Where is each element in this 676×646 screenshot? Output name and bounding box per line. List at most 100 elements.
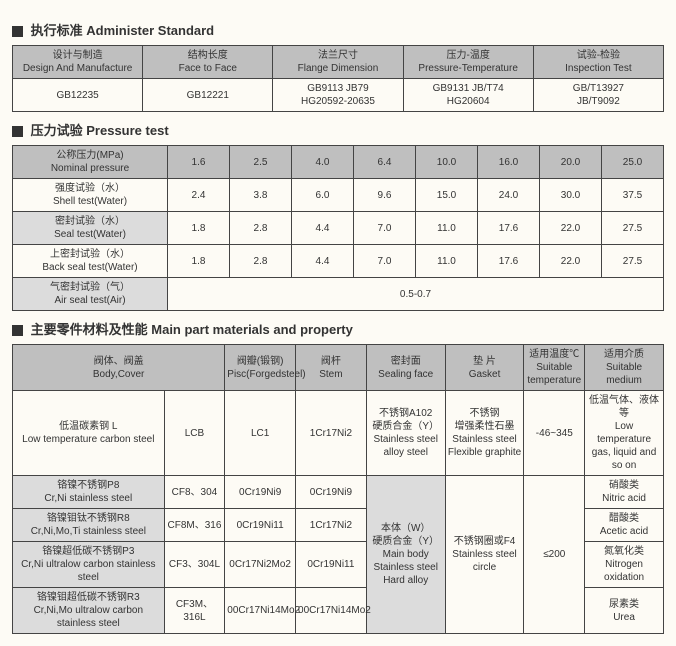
table-cell: 22.0: [540, 212, 602, 245]
table-cell: GB/T13927JB/T9092: [533, 79, 663, 112]
table-cell: 密封试验（水）Seal test(Water): [13, 212, 168, 245]
table-cell: 37.5: [602, 179, 664, 212]
table-cell: 4.0: [292, 146, 354, 179]
table-cell: 10.0: [416, 146, 478, 179]
table-cell: 氮氧化类Nitrogen oxidation: [585, 542, 664, 588]
table-cell: 阀瓣(锻钢)Pisc(Forgedsteel): [225, 345, 296, 391]
table-cell: 0Cr19Ni9: [296, 476, 367, 509]
table-cell: 0Cr19Ni11: [225, 509, 296, 542]
table-cell: 低温碳素钢 LLow temperature carbon steel: [13, 391, 165, 476]
table-cell: 法兰尺寸Flange Dimension: [273, 46, 403, 79]
table-cell: 阀体、阀盖Body,Cover: [13, 345, 225, 391]
table-cell: 00Cr17Ni14Mo2: [225, 588, 296, 634]
table-cell: CF8M、316: [164, 509, 225, 542]
table-cell: 适用介质Suitable medium: [585, 345, 664, 391]
table-cell: 2.5: [230, 146, 292, 179]
table-cell: 11.0: [416, 245, 478, 278]
table-cell: 20.0: [540, 146, 602, 179]
table-cell: 27.5: [602, 212, 664, 245]
table-cell: 本体（W）硬质合金（Y）Main body Stainless steel Ha…: [366, 476, 445, 634]
table-cell: 不锈钢A102硬质合金（Y）Stainless steel alloy stee…: [366, 391, 445, 476]
table-cell: 2.8: [230, 245, 292, 278]
section3-title-cn: 主要零件材料及性能: [31, 322, 148, 337]
table-cell: 2.4: [168, 179, 230, 212]
standard-table: 设计与制造Design And Manufacture结构长度Face to F…: [12, 45, 664, 112]
table-cell: 24.0: [478, 179, 540, 212]
section1-title-cn: 执行标准: [31, 23, 83, 38]
section2-title-cn: 压力试验: [31, 123, 83, 138]
table-cell: GB12235: [13, 79, 143, 112]
table-cell: ≤200: [524, 476, 585, 634]
table-cell: 6.4: [354, 146, 416, 179]
table-cell: 铬镍钼钛不锈钢R8Cr,Ni,Mo,Ti stainless steel: [13, 509, 165, 542]
table-cell: 30.0: [540, 179, 602, 212]
table-cell: 设计与制造Design And Manufacture: [13, 46, 143, 79]
table-cell: 1.8: [168, 212, 230, 245]
table-cell: CF3M、316L: [164, 588, 225, 634]
table-cell: 16.0: [478, 146, 540, 179]
table-cell: CF3、304L: [164, 542, 225, 588]
table-cell: 2.8: [230, 212, 292, 245]
table-cell: 0Cr19Ni11: [296, 542, 367, 588]
table-cell: 3.8: [230, 179, 292, 212]
table-cell: 1.6: [168, 146, 230, 179]
square-icon: [12, 126, 23, 137]
table-cell: 硝酸类Nitric acid: [585, 476, 664, 509]
table-cell: 15.0: [416, 179, 478, 212]
table-cell: 强度试验（水）Shell test(Water): [13, 179, 168, 212]
table-cell: 1Cr17Ni2: [296, 391, 367, 476]
table-cell: 7.0: [354, 212, 416, 245]
table-cell: 4.4: [292, 245, 354, 278]
table-cell: 醋酸类Acetic acid: [585, 509, 664, 542]
section3-title: 主要零件材料及性能 Main part materials and proper…: [12, 319, 664, 338]
section1-title: 执行标准 Administer Standard: [12, 20, 664, 39]
square-icon: [12, 325, 23, 336]
section1-title-en: Administer Standard: [86, 23, 214, 38]
table-cell: 公称压力(MPa)Nominal pressure: [13, 146, 168, 179]
table-cell: 1Cr17Ni2: [296, 509, 367, 542]
table-cell: 低温气体、液体等Low temperature gas, liquid and …: [585, 391, 664, 476]
table-cell: 阀杆Stem: [296, 345, 367, 391]
table-cell: 结构长度Face to Face: [143, 46, 273, 79]
square-icon: [12, 26, 23, 37]
table-cell: 7.0: [354, 245, 416, 278]
table-cell: CF8、304: [164, 476, 225, 509]
materials-table: 阀体、阀盖Body,Cover阀瓣(锻钢)Pisc(Forgedsteel)阀杆…: [12, 344, 664, 634]
table-cell: 密封面Sealing face: [366, 345, 445, 391]
table-cell: -46~345: [524, 391, 585, 476]
section2-title-en: Pressure test: [86, 123, 168, 138]
table-cell: 00Cr17Ni14Mo2: [296, 588, 367, 634]
table-cell: 0Cr17Ni2Mo2: [225, 542, 296, 588]
table-cell: 气密封试验（气）Air seal test(Air): [13, 278, 168, 311]
table-cell: 不锈钢圈或F4Stainless steel circle: [445, 476, 524, 634]
table-cell: 0.5-0.7: [168, 278, 664, 311]
section2-title: 压力试验 Pressure test: [12, 120, 664, 139]
table-cell: GB9113 JB79HG20592-20635: [273, 79, 403, 112]
table-cell: 铬镍超低碳不锈钢P3Cr,Ni ultralow carbon stainles…: [13, 542, 165, 588]
table-cell: 不锈钢增强柔性石墨Stainless steel Flexible graphi…: [445, 391, 524, 476]
table-cell: 压力-温度Pressure-Temperature: [403, 46, 533, 79]
table-cell: 铬镍钼超低碳不锈钢R3Cr,Ni,Mo ultralow carbon stai…: [13, 588, 165, 634]
table-cell: 垫 片Gasket: [445, 345, 524, 391]
table-cell: 27.5: [602, 245, 664, 278]
table-cell: LCB: [164, 391, 225, 476]
table-cell: 上密封试验（水）Back seal test(Water): [13, 245, 168, 278]
table-cell: GB12221: [143, 79, 273, 112]
table-cell: 17.6: [478, 245, 540, 278]
table-cell: 22.0: [540, 245, 602, 278]
table-cell: 6.0: [292, 179, 354, 212]
table-cell: 适用温度℃Suitable temperature: [524, 345, 585, 391]
table-cell: 铬镍不锈钢P8Cr,Ni stainless steel: [13, 476, 165, 509]
table-cell: 9.6: [354, 179, 416, 212]
table-cell: 尿素类Urea: [585, 588, 664, 634]
section3-title-en: Main part materials and property: [151, 322, 353, 337]
table-cell: LC1: [225, 391, 296, 476]
table-cell: 17.6: [478, 212, 540, 245]
table-cell: 25.0: [602, 146, 664, 179]
table-cell: 0Cr19Ni9: [225, 476, 296, 509]
table-cell: GB9131 JB/T74HG20604: [403, 79, 533, 112]
table-cell: 11.0: [416, 212, 478, 245]
pressure-table: 公称压力(MPa)Nominal pressure1.62.54.06.410.…: [12, 145, 664, 311]
table-cell: 试验-检验Inspection Test: [533, 46, 663, 79]
table-cell: 1.8: [168, 245, 230, 278]
